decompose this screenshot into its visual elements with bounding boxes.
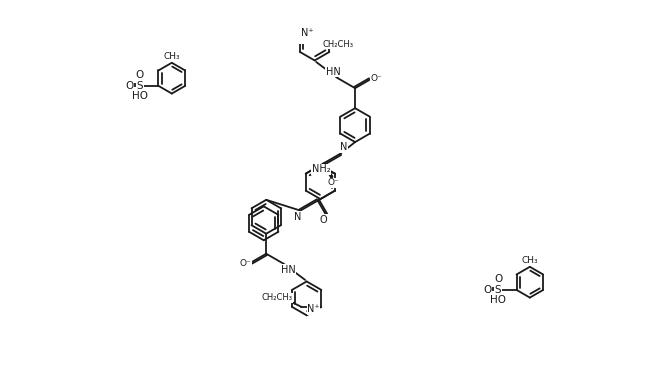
Text: N⁺: N⁺ xyxy=(302,28,314,38)
Text: S: S xyxy=(136,81,143,91)
Text: HO: HO xyxy=(132,91,148,101)
Text: O⁻: O⁻ xyxy=(370,74,382,83)
Text: HN: HN xyxy=(281,265,296,275)
Text: CH₃: CH₃ xyxy=(522,256,538,265)
Text: S: S xyxy=(495,285,502,295)
Text: CH₂CH₃: CH₂CH₃ xyxy=(261,293,292,302)
Text: O: O xyxy=(136,70,144,80)
Text: O⁻: O⁻ xyxy=(328,178,340,187)
Text: CH₂CH₃: CH₂CH₃ xyxy=(323,40,354,49)
Text: O⁻: O⁻ xyxy=(240,259,251,268)
Text: N⁺: N⁺ xyxy=(308,304,320,314)
Text: CH₃: CH₃ xyxy=(163,52,180,61)
Text: HN: HN xyxy=(326,67,340,77)
Text: HO: HO xyxy=(490,295,506,305)
Text: NH₂: NH₂ xyxy=(312,164,330,174)
Text: O: O xyxy=(494,274,502,284)
Text: N: N xyxy=(294,212,301,222)
Text: O: O xyxy=(483,285,492,295)
Text: N: N xyxy=(340,142,347,152)
Text: O: O xyxy=(125,81,133,91)
Text: O: O xyxy=(319,215,327,225)
